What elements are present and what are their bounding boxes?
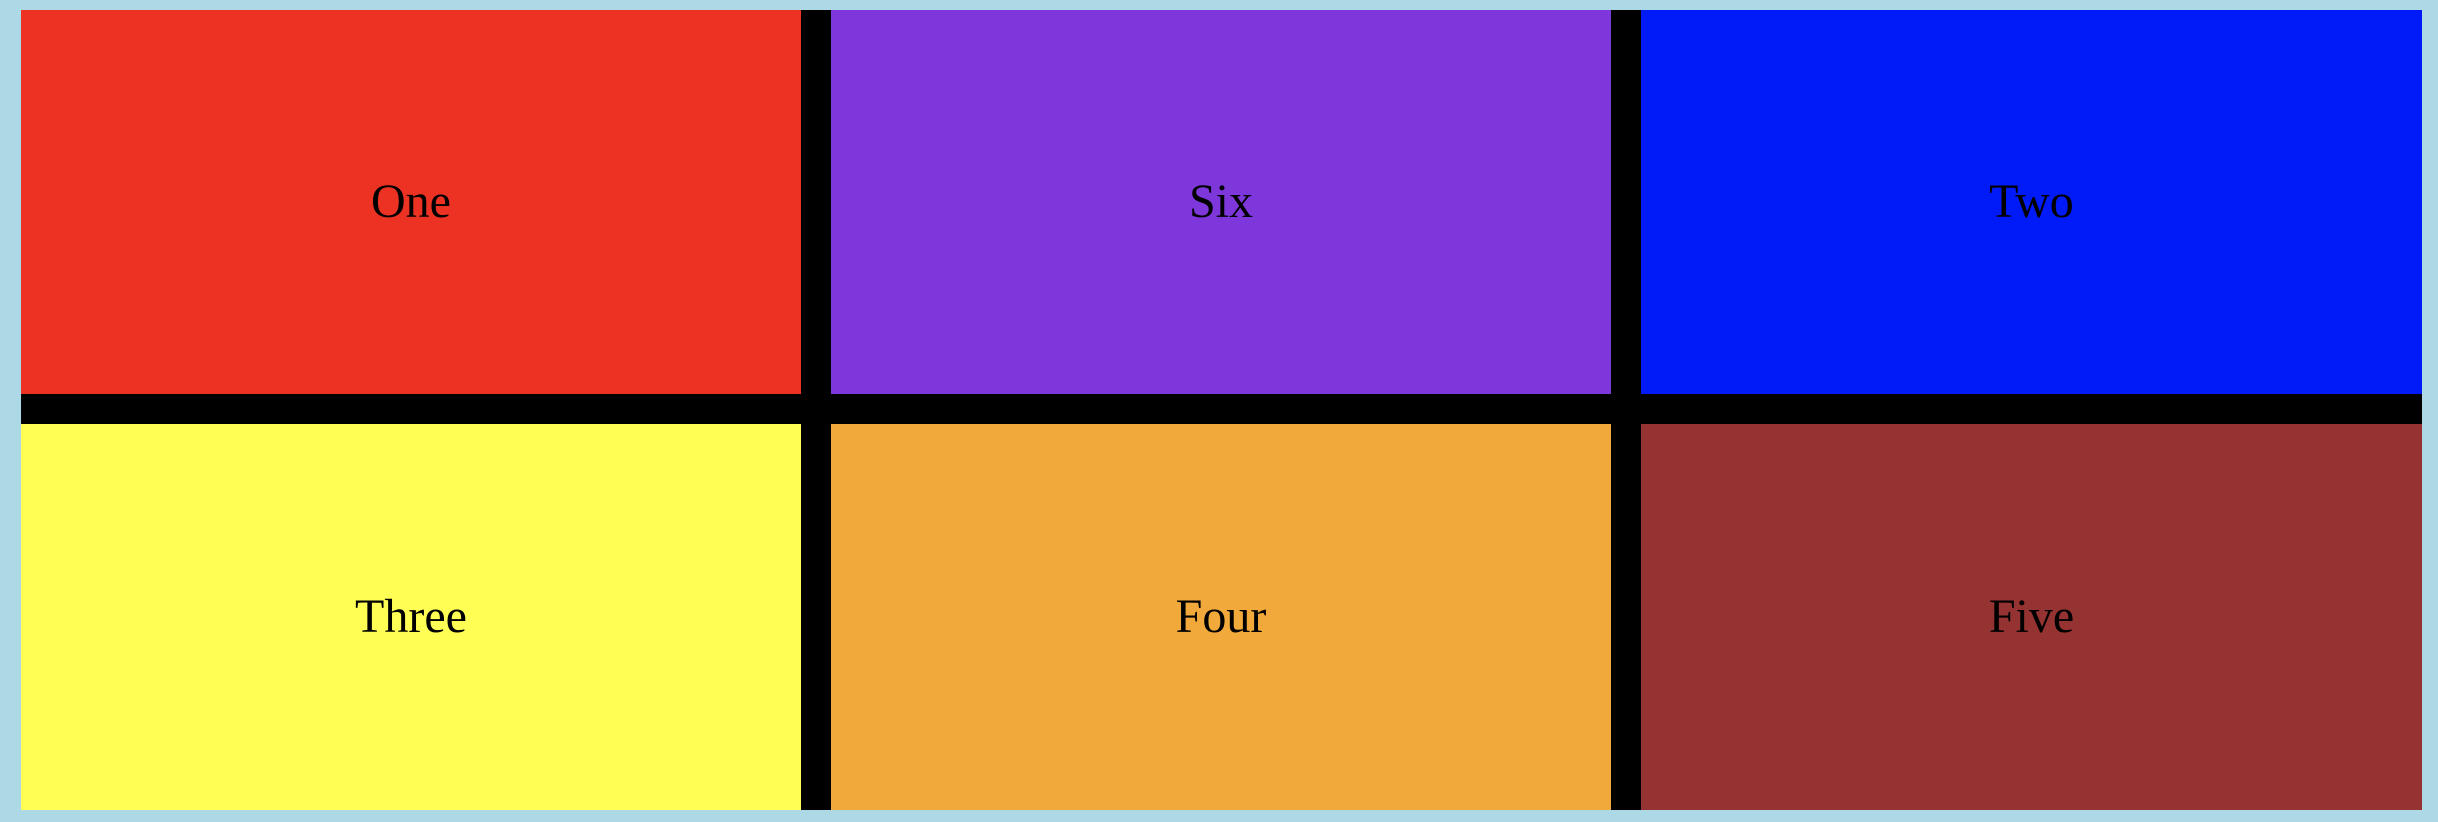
tile-label: Three <box>355 590 467 643</box>
tile-label: Two <box>1989 175 2074 228</box>
tile-label: Six <box>1188 175 1254 228</box>
tile-one: One <box>21 10 801 394</box>
tile-label: One <box>371 175 451 228</box>
tile-grid: One Six Two Three Four Five <box>21 10 2422 810</box>
tile-three: Three <box>21 424 801 810</box>
tile-six: Six <box>831 10 1611 394</box>
tile-two: Two <box>1641 10 2422 394</box>
tile-label: Five <box>1988 590 2075 643</box>
tile-label: Four <box>1175 590 1267 643</box>
tile-four: Four <box>831 424 1611 810</box>
tile-five: Five <box>1641 424 2422 810</box>
